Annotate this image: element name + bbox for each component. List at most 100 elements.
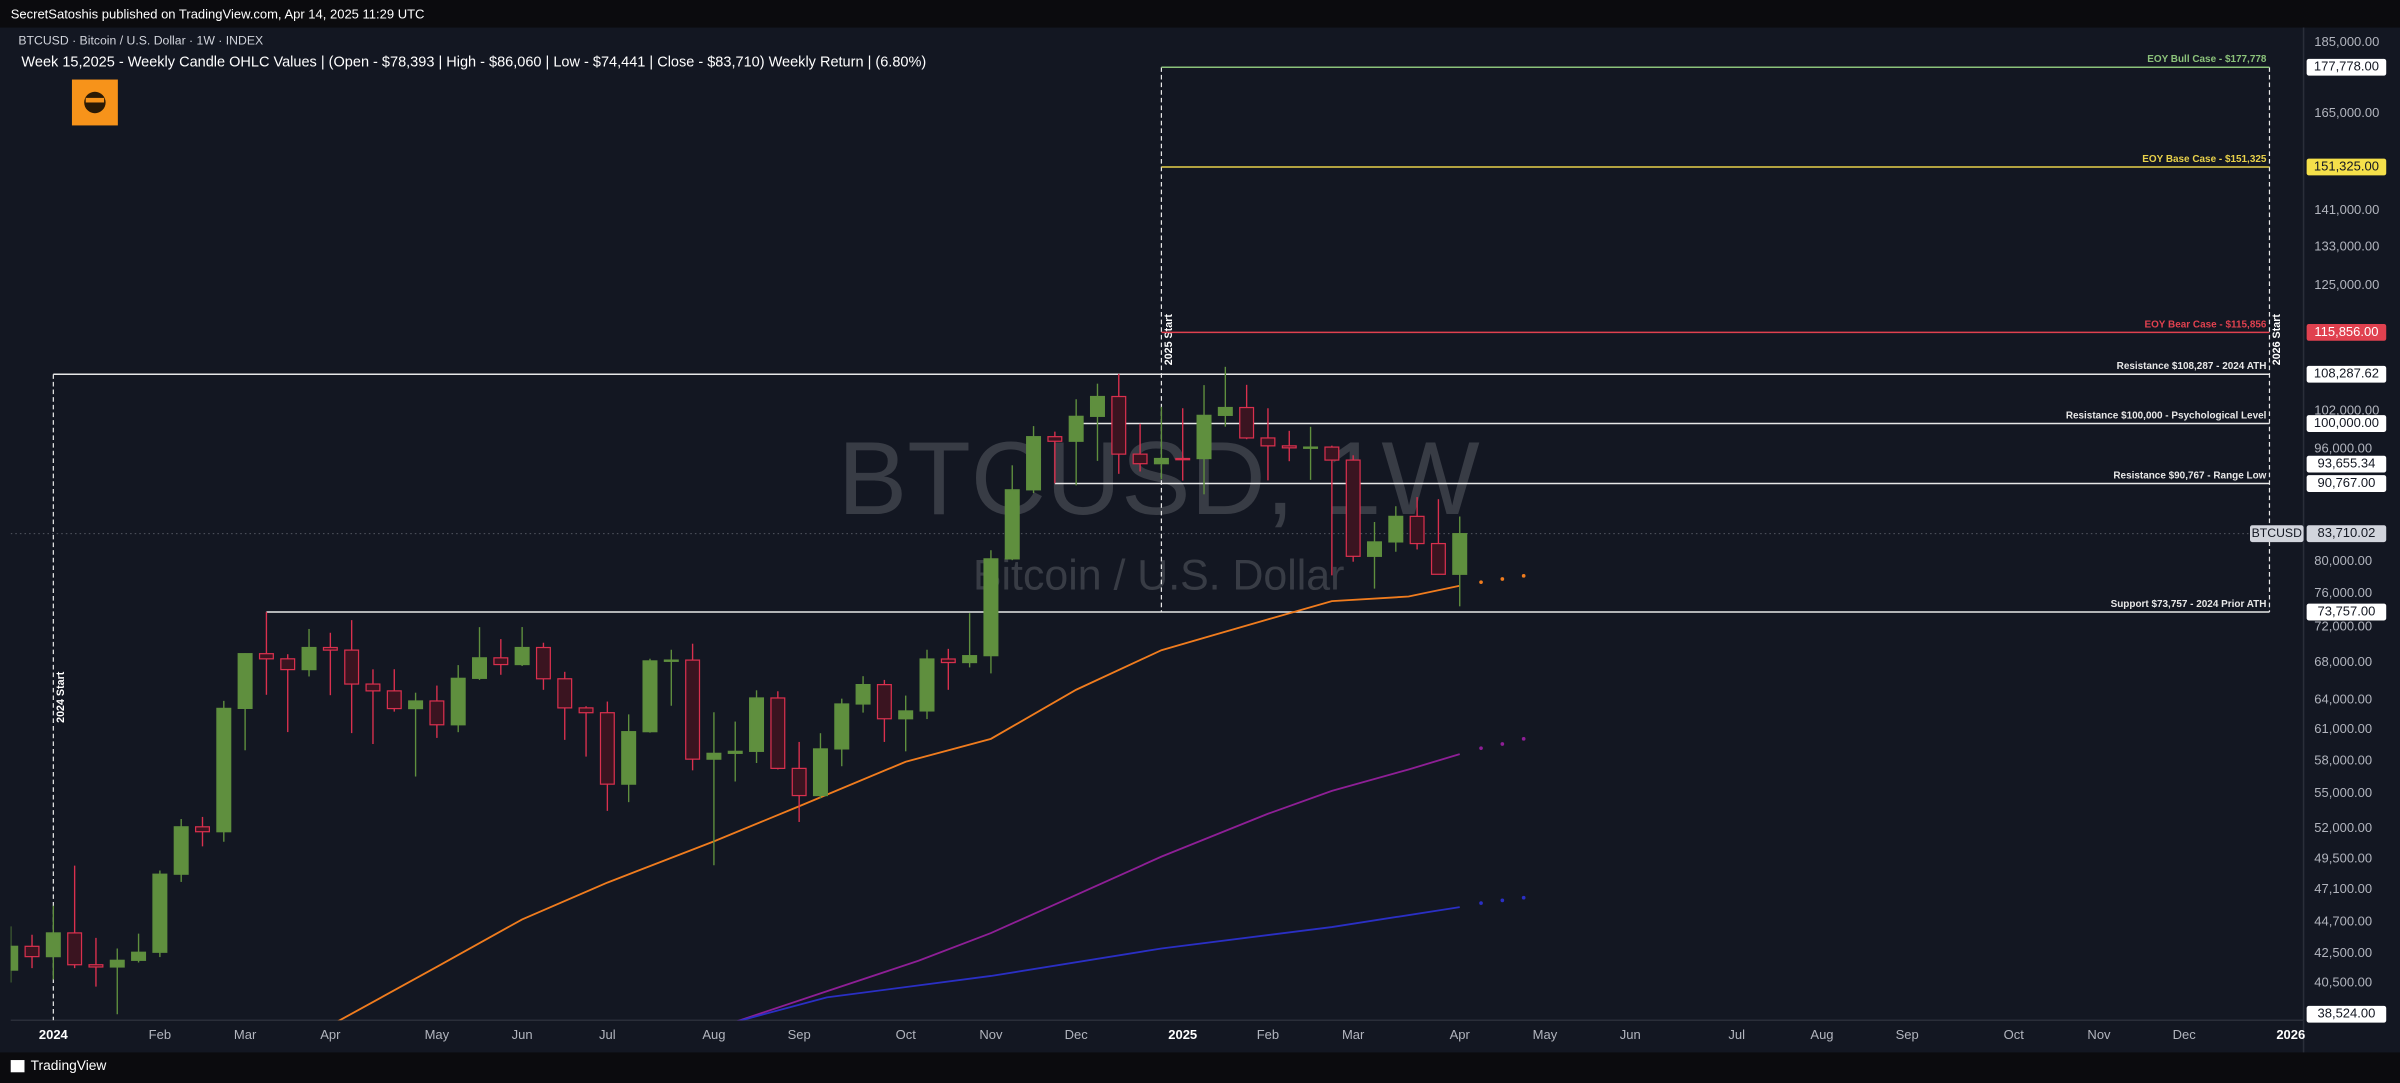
candle-body [280,658,296,671]
x-tick-label: Jul [1728,1027,1745,1042]
candle-body [152,873,168,953]
x-tick-label: 2024 [39,1027,69,1042]
candle-body [834,703,850,750]
price-tag-label: 83,710.02 [2317,525,2375,540]
price-tag [2306,1005,2387,1023]
period-label: 2025 Start [1163,314,1175,366]
projection-dot [1521,737,1526,741]
candle-body [1303,446,1319,449]
price-tag-label: 177,778.00 [2314,59,2379,74]
candle-body [408,700,424,710]
x-tick-label: Feb [149,1027,171,1042]
projection-dot [1521,573,1526,578]
candle-body [514,646,530,666]
watermark-subtitle: Bitcoin / U.S. Dollar [973,552,1344,600]
period-label: 2026 Start [2271,314,2283,366]
candle-body [1281,445,1297,449]
y-tick-label: 40,500.00 [2314,975,2372,990]
y-tick-label: 52,000.00 [2314,820,2372,835]
projection-dot [1479,580,1483,585]
price-tag-label: 73,757.00 [2317,603,2375,618]
candle-body [1345,459,1361,557]
candle-body [450,677,466,726]
y-tick-label: 47,100.00 [2314,881,2372,896]
candle-body [812,748,828,797]
candle-body [1260,437,1276,447]
level-label: EOY Base Case - $151,325 [2142,154,2267,165]
projection-dot [1500,742,1505,746]
y-tick-label: 42,500.00 [2314,945,2372,960]
y-tick-label: 61,000.00 [2314,721,2372,736]
y-tick-label: 185,000.00 [2314,34,2379,49]
price-tag-label: 38,524.00 [2317,1006,2375,1021]
header-bar [0,0,2400,28]
y-tick-label: 58,000.00 [2314,752,2372,767]
price-tag [2306,475,2387,492]
candle-body [88,964,104,968]
level-label: Support $73,757 - 2024 Prior ATH [2111,599,2267,610]
price-tag [2306,323,2387,341]
x-tick-label: Dec [1065,1027,1089,1042]
projection-dot [1521,895,1526,900]
candle-body [1217,406,1233,416]
candle-body [216,707,232,833]
level-label: Resistance $90,767 - Range Low [2113,471,2266,482]
candle-body [749,697,765,752]
price-tag [2306,365,2387,383]
publisher-line: SecretSatoshis published on TradingView.… [11,7,425,22]
y-tick-label: 44,700.00 [2314,914,2372,929]
candle-body [983,558,999,657]
x-tick-label: May [425,1027,450,1042]
footer-logo [10,1060,25,1073]
symbol-tag [2250,525,2304,543]
x-tick-label: Aug [1810,1027,1833,1042]
axes: 185,000.00 165,000.00 141,000.00 133,000.00… [39,34,2387,1042]
candle-body [685,659,701,760]
candle-body [109,959,125,968]
candle-body [237,653,253,709]
price-tag-label: 90,767.00 [2317,475,2375,490]
moving-average-line [737,753,1460,1021]
candle-body [642,660,658,733]
candle-body [770,697,786,769]
price-tag-label: 93,655.34 [2317,456,2375,471]
footer-logo-mark [10,1060,25,1073]
candle-body [1153,457,1169,465]
y-tick-label: 125,000.00 [2314,277,2379,292]
x-tick-label: Sep [788,1027,811,1042]
candle-body [1047,436,1063,442]
x-tick-label: Sep [1896,1027,1919,1042]
x-tick-label: Dec [2173,1027,2197,1042]
candle-body [599,712,615,785]
projection-dot [1479,901,1483,905]
x-tick-label: Oct [896,1027,917,1042]
plot-area: 2024 Start 2025 Start 2026 Start EOY Bull C… [10,54,2304,1021]
level-label: Resistance $108,287 - 2024 ATH [2117,361,2267,372]
candle-body [1175,457,1191,461]
moving-average-line [337,584,1460,1021]
candle-body [557,678,573,709]
price-tag-label: 151,325.00 [2314,158,2379,173]
candle-body [1068,415,1084,442]
projection-dot [1479,746,1483,751]
candle-body [706,752,722,760]
level-label: Resistance $100,000 - Psychological Leve… [2066,411,2267,422]
candle-body [1452,533,1468,575]
projection-dot [1500,577,1505,581]
symbol-tag-label: BTCUSD [2252,526,2302,540]
candle-body [876,684,892,720]
price-tag [2306,158,2387,176]
x-tick-label: Jul [599,1027,616,1042]
x-tick-label: 2026 [2276,1027,2305,1042]
x-tick-label: Oct [2004,1027,2025,1042]
moving-average-line [737,906,1460,1021]
candle-body [621,731,637,785]
candle-body [578,707,594,714]
y-tick-label: 80,000.00 [2314,553,2372,568]
candle-body [344,649,360,685]
candle-body [898,710,914,720]
candle-body [472,657,488,679]
candle-body [24,945,40,958]
candle-body [1026,436,1042,491]
